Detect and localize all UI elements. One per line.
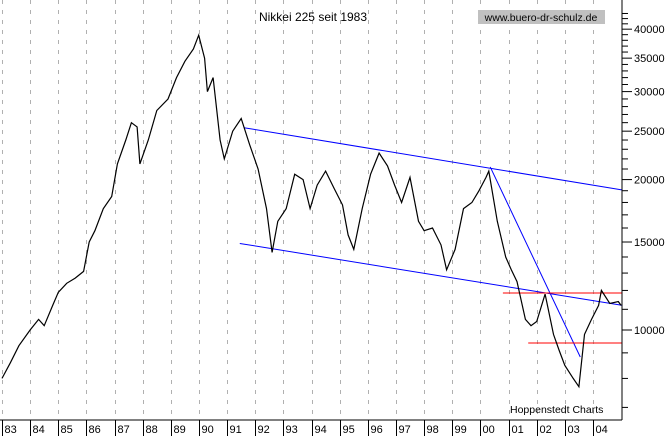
- x-tick-label: 96: [371, 424, 383, 436]
- watermark: www.buero-dr-schulz.de: [484, 12, 598, 24]
- x-tick-label: 97: [399, 424, 411, 436]
- annotation-lines: [239, 127, 623, 358]
- x-tick-label: 92: [258, 424, 270, 436]
- x-tick-label: 95: [343, 424, 355, 436]
- y-ticks: 10000 15000 20000 25000 30000 35000 40000: [622, 12, 665, 408]
- x-tick-label: 93: [286, 424, 298, 436]
- downtrend-line: [489, 166, 581, 358]
- x-tick-label: 94: [315, 424, 327, 436]
- chart-title: Nikkei 225 seit 1983: [259, 10, 367, 24]
- x-tick-label: 02: [540, 424, 552, 436]
- y-tick-label: 15000: [634, 237, 665, 249]
- y-tick-label: 20000: [634, 175, 665, 187]
- x-tick-label: 03: [568, 424, 580, 436]
- x-tick-label: 04: [596, 424, 608, 436]
- y-tick-label: 10000: [634, 325, 665, 337]
- x-tick-label: 88: [146, 424, 158, 436]
- y-tick-label: 35000: [634, 53, 665, 65]
- x-tick-label: 90: [202, 424, 214, 436]
- watermark-bg: [478, 10, 605, 24]
- y-tick-label: 25000: [634, 126, 665, 138]
- x-tick-label: 98: [427, 424, 439, 436]
- y-tick-label: 40000: [634, 24, 665, 36]
- y-tick-label: 30000: [634, 87, 665, 99]
- x-tick-label: 85: [61, 424, 73, 436]
- x-tick-label: 84: [33, 424, 45, 436]
- x-tick-label: 89: [174, 424, 186, 436]
- upper-channel-line: [243, 127, 623, 191]
- x-tick-label: 86: [89, 424, 101, 436]
- x-tick-label: 91: [230, 424, 242, 436]
- x-tick-label: 00: [483, 424, 495, 436]
- x-tick-label: 01: [512, 424, 524, 436]
- x-tick-label: 87: [118, 424, 130, 436]
- lower-channel-line: [239, 242, 623, 306]
- source-label: Hoppenstedt Charts: [510, 404, 603, 416]
- x-tick-label: 83: [5, 424, 17, 436]
- grid: [2, 0, 594, 420]
- x-tick-label: 99: [455, 424, 467, 436]
- x-ticks: 83 84 85 86 87 88 89 90 91 92 93 94 95 96 97 98 99 00 01 02…: [2, 420, 608, 436]
- price-line: [1, 33, 622, 389]
